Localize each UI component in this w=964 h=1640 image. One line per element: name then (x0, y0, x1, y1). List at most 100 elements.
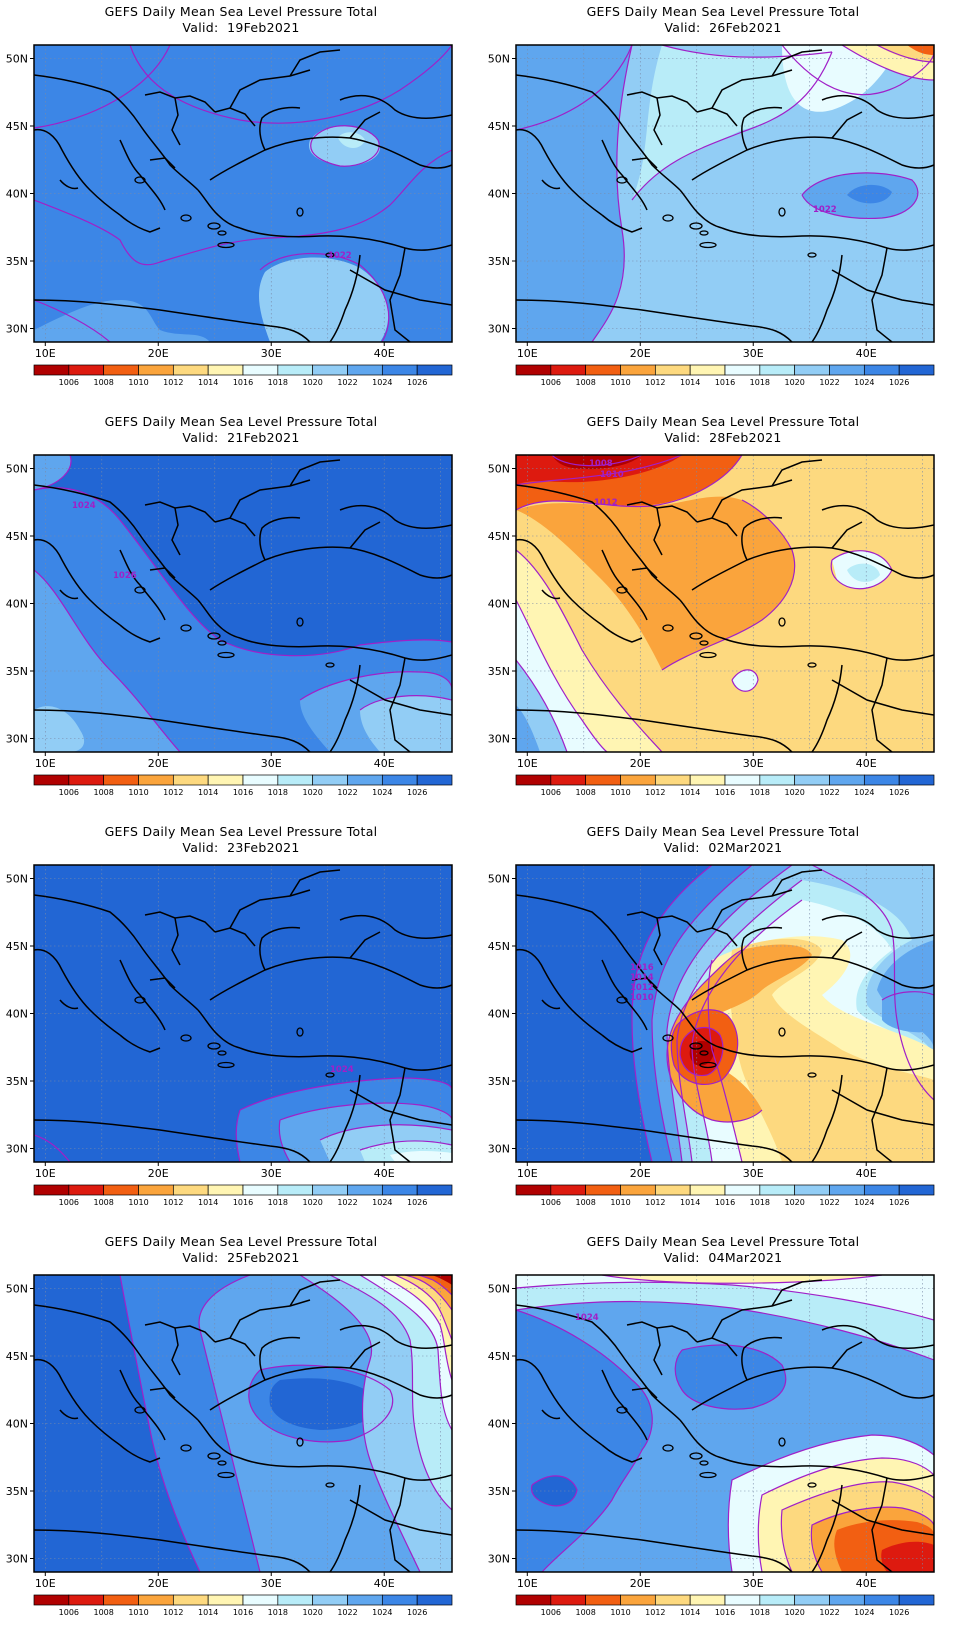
lat-label: 45N (488, 120, 510, 133)
isobar-line (248, 1364, 394, 1443)
coastline (741, 926, 783, 971)
coastline (721, 1457, 934, 1481)
pressure-band (516, 45, 632, 342)
isobar-line (661, 499, 796, 671)
coastline (516, 709, 793, 752)
colorbar-label: 1020 (784, 1198, 804, 1207)
island (296, 1027, 304, 1037)
lat-label: 30N (6, 1143, 28, 1156)
colorbar-swatch (863, 774, 900, 786)
isobar-line (691, 899, 803, 1162)
colorbar: 1006 1008 1010 1012 1014 1016 1018 1020 1022 1024… (515, 1594, 935, 1617)
isobar-line (666, 865, 793, 1162)
colorbar-label: 1024 (372, 1608, 392, 1617)
coastline (229, 1299, 311, 1339)
coastline (229, 69, 311, 109)
lat-label: 30N (6, 733, 28, 746)
isobar-line (359, 1275, 452, 1431)
island (180, 1034, 192, 1042)
colorbar-swatch (347, 364, 383, 376)
pressure-band (309, 125, 381, 167)
pressure-band (881, 1541, 934, 1572)
colorbar-swatch (277, 1594, 314, 1606)
contour-label: 1026 (113, 571, 137, 581)
coastline (626, 1321, 698, 1343)
coastline (679, 599, 723, 639)
coastline (741, 1336, 783, 1381)
lat-label: 30N (488, 1143, 510, 1156)
coastlines (34, 869, 452, 1162)
map-field: 1024 1026 (34, 455, 452, 752)
map-panel: GEFS Daily Mean Sea Level Pressure Total… (482, 820, 964, 1230)
colorbar-swatch (312, 774, 348, 786)
isobar-line (676, 879, 803, 1162)
coastline (516, 948, 603, 1036)
coastline (711, 1299, 793, 1339)
lon-label: 20E (630, 347, 651, 360)
colorbar-swatch (68, 364, 105, 376)
lon-label: 40E (374, 1167, 395, 1180)
isobar-line (830, 550, 893, 590)
isobar-line (666, 949, 763, 1123)
colorbar-swatch (347, 774, 383, 786)
coastline (711, 69, 793, 109)
isobar-line (591, 45, 633, 342)
colorbar-swatch (242, 774, 279, 786)
colorbar-label: 1020 (302, 788, 322, 797)
lat-label: 35N (6, 255, 28, 268)
colorbar-swatch (724, 1184, 761, 1196)
isobar-line (551, 455, 643, 467)
colorbar-swatch (654, 774, 691, 786)
isobar-line (129, 45, 452, 124)
island (325, 1072, 335, 1078)
colorbar-label: 1010 (610, 1608, 630, 1617)
lon-label: 20E (630, 1167, 651, 1180)
isobar-line (516, 549, 663, 752)
isobar-line (34, 1134, 71, 1162)
colorbar-label: 1014 (198, 1608, 218, 1617)
coastline (349, 269, 452, 306)
colorbar-swatch (620, 1594, 656, 1606)
coastline (209, 136, 452, 181)
lon-label: 30E (743, 347, 764, 360)
lon-label: 20E (148, 1577, 169, 1590)
colorbar-label: 1024 (372, 1198, 392, 1207)
isobar-line (841, 45, 934, 81)
colorbar-swatch (381, 364, 418, 376)
isobar-line (516, 455, 683, 486)
colorbar-label: 1026 (407, 788, 427, 797)
colorbar-label: 1022 (337, 1198, 357, 1207)
map-valid-date: Valid: 23Feb2021 (182, 840, 300, 855)
coastline (601, 1034, 643, 1053)
island (689, 222, 703, 230)
island (134, 586, 146, 594)
contour-label: 1008 (589, 459, 613, 469)
coastline (329, 664, 361, 752)
island (699, 1061, 717, 1069)
colorbar-swatch (68, 1594, 105, 1606)
isobar-line (530, 1475, 578, 1507)
coastline (653, 97, 663, 146)
pressure-band (531, 1475, 577, 1506)
colorbar-label: 1016 (233, 1608, 253, 1617)
island (217, 1471, 235, 1479)
coastline (626, 91, 698, 113)
colorbar-swatch (347, 1184, 383, 1196)
isobar-line (34, 299, 111, 342)
colorbar-swatch (347, 1594, 383, 1606)
colorbar-swatch (689, 1594, 726, 1606)
coastline (259, 106, 301, 151)
lon-label: 40E (374, 347, 395, 360)
map-valid-date: Valid: 21Feb2021 (182, 430, 300, 445)
coastline (679, 1419, 723, 1459)
lon-label: 40E (856, 757, 877, 770)
coastline (197, 1419, 241, 1459)
lon-label: 20E (630, 757, 651, 770)
map-valid-date: Valid: 04Mar2021 (663, 1250, 783, 1265)
map-title: GEFS Daily Mean Sea Level Pressure Total (586, 414, 860, 429)
colorbar-label: 1012 (163, 788, 183, 797)
colorbar-label: 1018 (750, 1198, 770, 1207)
lat-label: 30N (488, 733, 510, 746)
